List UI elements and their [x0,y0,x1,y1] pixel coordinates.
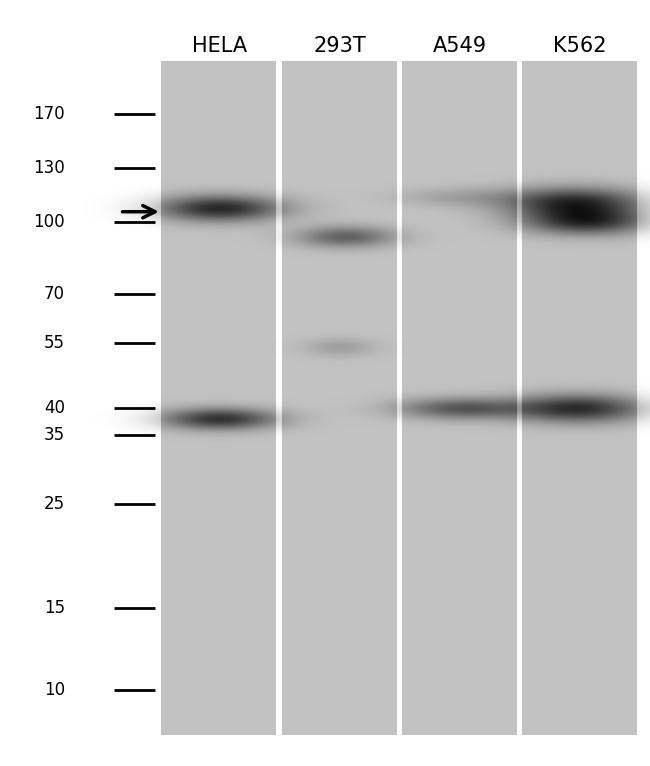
Text: 35: 35 [44,426,65,444]
Text: K562: K562 [553,36,607,56]
Text: 10: 10 [44,681,65,699]
Text: 130: 130 [33,159,65,177]
Text: HELA: HELA [192,36,247,56]
Text: 15: 15 [44,598,65,617]
Text: 293T: 293T [313,36,366,56]
Text: 100: 100 [33,213,65,231]
Text: 55: 55 [44,334,65,352]
Text: 25: 25 [44,495,65,512]
Text: 40: 40 [44,399,65,417]
Text: A549: A549 [433,36,487,56]
Text: 70: 70 [44,285,65,303]
Text: 170: 170 [33,105,65,123]
